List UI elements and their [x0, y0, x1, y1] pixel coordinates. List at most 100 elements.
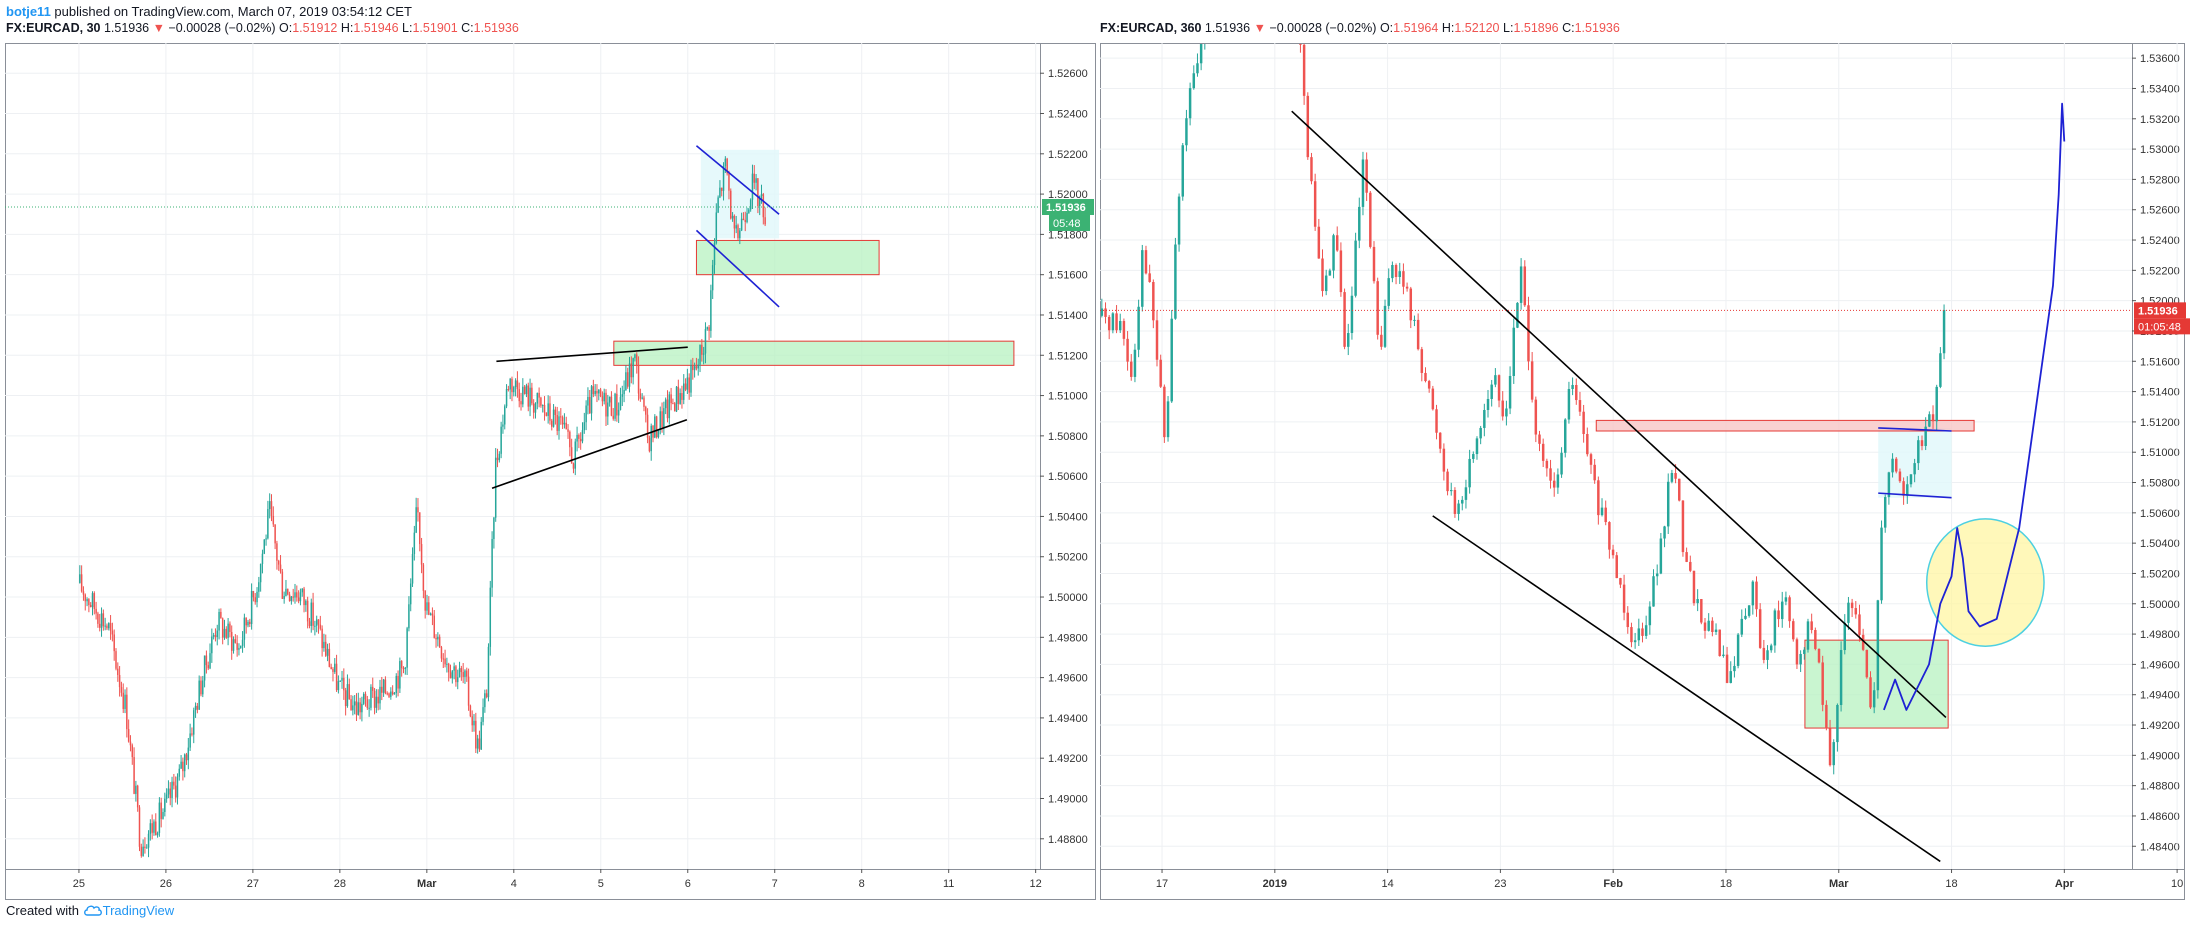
right-candle-body: [1549, 468, 1552, 481]
right-open: 1.51964: [1393, 21, 1439, 35]
left-candle-body: [346, 684, 349, 707]
right-price-badge-bg: [2134, 302, 2186, 319]
left-candle-body: [601, 396, 604, 402]
left-candle-body: [174, 785, 177, 798]
left-candle-body: [525, 385, 528, 395]
right-candle-body: [1644, 625, 1648, 636]
left-candle-body: [359, 702, 361, 713]
left-candle-body: [263, 539, 266, 554]
left-y-tick-label: 1.50200: [1048, 552, 1088, 564]
left-candle-body: [440, 647, 443, 659]
left-candle-body: [748, 209, 750, 213]
left-candle-body: [156, 832, 159, 836]
left-candle-body: [117, 668, 119, 676]
right-candle-body: [1858, 614, 1861, 635]
right-candle-body: [1586, 434, 1589, 455]
left-candle-body: [348, 684, 350, 700]
left-candle-body: [453, 666, 455, 671]
right-candle-body: [1666, 481, 1670, 527]
right-candle-body: [1427, 381, 1431, 389]
left-candle-body: [556, 414, 558, 431]
right-candle-body: [1196, 63, 1199, 74]
right-y-tick-label: 1.51200: [2140, 417, 2180, 429]
right-candle-body: [1339, 250, 1343, 293]
left-candle-body: [229, 623, 231, 632]
right-candle-body: [1446, 471, 1449, 492]
right-x-tick-label: 18: [1720, 878, 1732, 890]
left-candle-body: [455, 666, 457, 683]
right-candle-body: [1126, 338, 1129, 362]
left-candle-body: [274, 524, 276, 544]
left-candle-body: [254, 597, 256, 603]
right-candle-body: [1850, 602, 1854, 609]
right-candle-body: [1497, 375, 1501, 401]
left-close: 1.51936: [473, 21, 519, 35]
left-candle-body: [220, 611, 222, 619]
left-candle-body: [277, 560, 280, 565]
left-candle-body: [760, 194, 763, 197]
right-price-chart[interactable]: 1.53600 1.53400 1.53200 1.53000 1.52800 1.526…: [1100, 43, 2190, 903]
left-candle-body: [610, 396, 613, 416]
right-y-tick-label: 1.52400: [2140, 235, 2180, 247]
right-candle-body: [1101, 308, 1104, 316]
tradingview-brand[interactable]: TradingView: [102, 903, 175, 918]
left-y-tick-label: 1.52600: [1048, 68, 1088, 80]
left-y-tick-label: 1.51800: [1048, 229, 1088, 241]
right-candle-body: [1552, 480, 1556, 488]
left-candle-body: [160, 802, 162, 819]
right-candle-body: [1310, 157, 1313, 182]
left-x-tick-label: 5: [598, 878, 604, 890]
right-candle-body: [1118, 321, 1122, 331]
left-candle-body: [308, 621, 311, 626]
left-candle-body: [545, 412, 548, 416]
left-candle-body: [579, 438, 582, 442]
left-candle-body: [498, 453, 501, 461]
left-candle-body: [509, 378, 511, 390]
left-x-tick-label: 12: [1030, 878, 1042, 890]
left-candle-body: [164, 798, 166, 812]
left-candle-body: [692, 365, 694, 371]
right-candle-body: [1906, 484, 1909, 496]
right-candle-body: [1420, 349, 1424, 373]
left-x-tick-label: 28: [334, 878, 346, 890]
left-x-tick-label: 4: [511, 878, 517, 890]
left-candle-body: [207, 665, 209, 669]
author-name[interactable]: botje11: [6, 4, 51, 19]
left-candle-body: [355, 701, 358, 715]
left-candle-body: [386, 693, 388, 695]
left-candle-body: [538, 392, 540, 398]
left-candle-body: [247, 621, 249, 626]
left-candle-body: [753, 173, 756, 183]
left-y-tick-label: 1.52400: [1048, 109, 1088, 121]
left-candle-body: [202, 680, 204, 695]
left-y-tick-label: 1.49600: [1048, 673, 1088, 685]
left-candle-body: [216, 630, 219, 638]
left-candle-body: [153, 821, 155, 833]
left-candle-body: [607, 402, 609, 417]
right-candle-body: [1725, 654, 1729, 683]
right-candle-body: [1181, 145, 1184, 197]
left-price-chart[interactable]: 1.52600 1.52400 1.52200 1.52000 1.51800 1.516…: [5, 43, 1100, 903]
left-x-tick-label: 8: [859, 878, 865, 890]
left-timer-badge: 05:48: [1053, 218, 1081, 230]
right-candle-body: [1655, 573, 1659, 577]
left-candle-body: [234, 639, 237, 643]
left-candle-body: [442, 658, 445, 660]
right-candle-body: [1825, 704, 1828, 729]
right-y-tick-label: 1.50400: [2140, 538, 2180, 550]
right-candle-body: [1472, 454, 1475, 459]
right-x-tick-label: 23: [1494, 878, 1506, 890]
left-candle-body: [182, 761, 184, 772]
right-candle-body: [1854, 608, 1858, 615]
left-candle-body: [514, 380, 517, 388]
left-candle-body: [111, 630, 114, 635]
left-candle-body: [558, 416, 560, 431]
left-candle-body: [661, 411, 663, 428]
left-candle-body: [598, 389, 600, 394]
left-candle-body: [290, 596, 293, 602]
left-candle-body: [588, 396, 591, 414]
left-candle-body: [762, 194, 765, 218]
right-candle-body: [1663, 526, 1666, 539]
right-candle-body: [1387, 278, 1390, 306]
left-candle-body: [496, 457, 499, 461]
